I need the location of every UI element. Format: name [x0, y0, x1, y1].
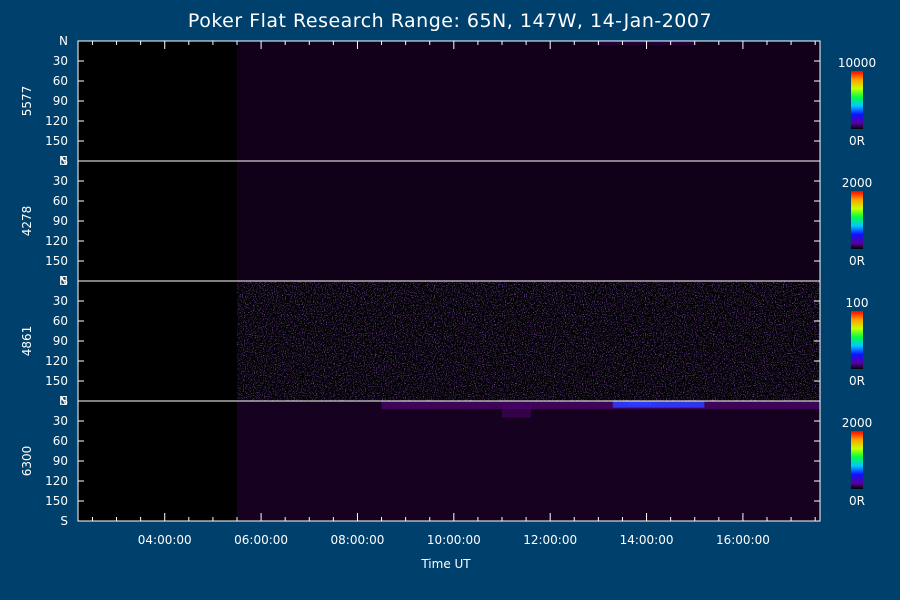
colorbar — [851, 431, 863, 489]
colorbar-max-label: 2000 — [842, 416, 873, 430]
colorbar-max-label: 2000 — [842, 176, 873, 190]
emission-region — [627, 401, 652, 406]
y-tick-label: N — [59, 34, 68, 48]
y-tick-label: N — [59, 154, 68, 168]
x-tick-label: 10:00:00 — [427, 533, 481, 547]
y-tick-label: 90 — [53, 454, 68, 468]
y-tick-label: 30 — [53, 54, 68, 68]
x-tick-label: 08:00:00 — [331, 533, 385, 547]
colorbar — [851, 311, 863, 369]
x-axis-title: Time UT — [420, 557, 471, 571]
y-tick-label: 30 — [53, 174, 68, 188]
y-tick-label: 150 — [45, 374, 68, 388]
colorbar-max-label: 10000 — [838, 56, 876, 70]
panel-background — [78, 41, 820, 161]
panel-background — [78, 161, 820, 281]
panel-background — [78, 401, 820, 521]
x-tick-label: 06:00:00 — [234, 533, 288, 547]
colorbar-max-label: 100 — [846, 296, 869, 310]
emission-region — [237, 401, 820, 521]
y-tick-label: 120 — [45, 114, 68, 128]
y-tick-label: 90 — [53, 214, 68, 228]
noise-region — [237, 281, 820, 401]
y-tick-label: S — [60, 514, 68, 528]
y-tick-label: 30 — [53, 414, 68, 428]
y-tick-label: 60 — [53, 314, 68, 328]
y-tick-label: 120 — [45, 354, 68, 368]
y-tick-label: N — [59, 274, 68, 288]
emission-region — [381, 401, 820, 409]
y-tick-label: 60 — [53, 434, 68, 448]
panel-label: 4861 — [20, 326, 34, 357]
x-tick-label: 16:00:00 — [716, 533, 770, 547]
y-tick-label: 150 — [45, 254, 68, 268]
panel-label: 5577 — [20, 86, 34, 117]
x-tick-label: 12:00:00 — [523, 533, 577, 547]
y-tick-label: S — [60, 394, 68, 408]
colorbar-min-label: 0R — [849, 134, 865, 148]
y-tick-label: S — [60, 274, 68, 288]
y-tick-label: 150 — [45, 134, 68, 148]
colorbar-min-label: 0R — [849, 494, 865, 508]
y-tick-label: 90 — [53, 94, 68, 108]
y-tick-label: 120 — [45, 474, 68, 488]
page-title: Poker Flat Research Range: 65N, 147W, 14… — [187, 10, 713, 32]
y-tick-label: 90 — [53, 334, 68, 348]
emission-region — [237, 41, 820, 161]
y-tick-label: 60 — [53, 74, 68, 88]
y-tick-label: 120 — [45, 234, 68, 248]
emission-region — [237, 161, 820, 281]
emission-region — [502, 404, 531, 418]
x-tick-label: 14:00:00 — [620, 533, 674, 547]
colorbar-min-label: 0R — [849, 254, 865, 268]
colorbar — [851, 71, 863, 129]
y-tick-label: 30 — [53, 294, 68, 308]
emission-region — [612, 401, 705, 408]
y-tick-label: S — [60, 154, 68, 168]
y-tick-label: N — [59, 394, 68, 408]
colorbar — [851, 191, 863, 249]
y-tick-label: 60 — [53, 194, 68, 208]
x-tick-label: 04:00:00 — [138, 533, 192, 547]
y-tick-label: 150 — [45, 494, 68, 508]
colorbar-min-label: 0R — [849, 374, 865, 388]
panel-label: 6300 — [20, 446, 34, 477]
panel-label: 4278 — [20, 206, 34, 237]
